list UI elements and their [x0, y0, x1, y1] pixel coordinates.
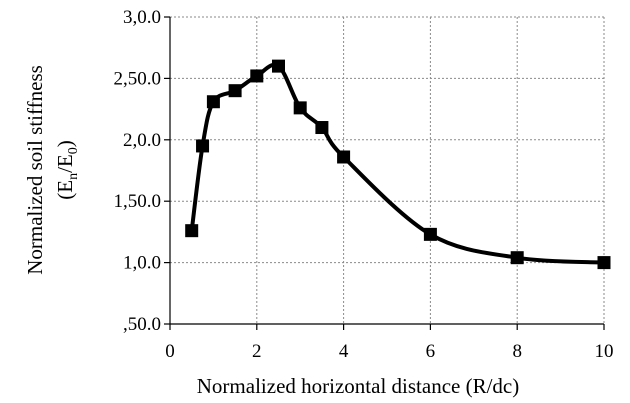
y-tick-label-1: 1,0.0 [123, 253, 161, 274]
axes [164, 16, 605, 330]
y-tick-label-0: ,50.0 [123, 314, 161, 335]
y-axis-title-line1: Normalized soil stiffness [23, 65, 47, 275]
data-point-9 [423, 227, 437, 241]
data-point-10 [510, 251, 524, 265]
y-tick-label-3: 2,0.0 [123, 130, 161, 151]
y-tick-label-2: 1,50.0 [114, 191, 162, 212]
data-point-4 [250, 69, 264, 83]
tick-labels: ,50.0 1,0.0 1,50.0 2,0.0 2,50.0 3,0.0 0 2 4 6 8 10 [114, 7, 614, 362]
y-axis-title-mid: /E [53, 154, 77, 173]
data-point-0 [185, 224, 199, 238]
data-point-7 [315, 121, 329, 135]
data-point-11 [597, 256, 611, 270]
y-tick-label-4: 2,50.0 [114, 68, 162, 89]
x-tick-label-0: 0 [165, 341, 175, 362]
data-point-2 [206, 95, 220, 109]
x-tick-label-1: 2 [252, 341, 262, 362]
x-tick-label-2: 4 [339, 341, 349, 362]
x-axis-title: Normalized horizontal distance (R/dc) [197, 374, 519, 398]
y-tick-label-5: 3,0.0 [123, 7, 161, 28]
data-point-6 [293, 101, 307, 115]
data-point-1 [196, 139, 210, 153]
y-axis-title-sub-0: 0 [66, 147, 81, 154]
y-axis-title-close: ) [53, 140, 77, 147]
gridlines [170, 16, 605, 324]
y-axis-title-open: (E [53, 180, 77, 200]
x-tick-label-5: 10 [595, 341, 614, 362]
y-axis-title-sub-n: n [66, 173, 81, 180]
x-tick-label-3: 6 [426, 341, 436, 362]
data-point-8 [337, 150, 351, 164]
series-line [189, 62, 606, 265]
data-markers [185, 59, 611, 270]
y-axis-title-line2: (En/E0) [53, 140, 81, 200]
data-point-3 [228, 84, 242, 98]
x-tick-label-4: 8 [512, 341, 522, 362]
data-point-5 [272, 59, 285, 73]
